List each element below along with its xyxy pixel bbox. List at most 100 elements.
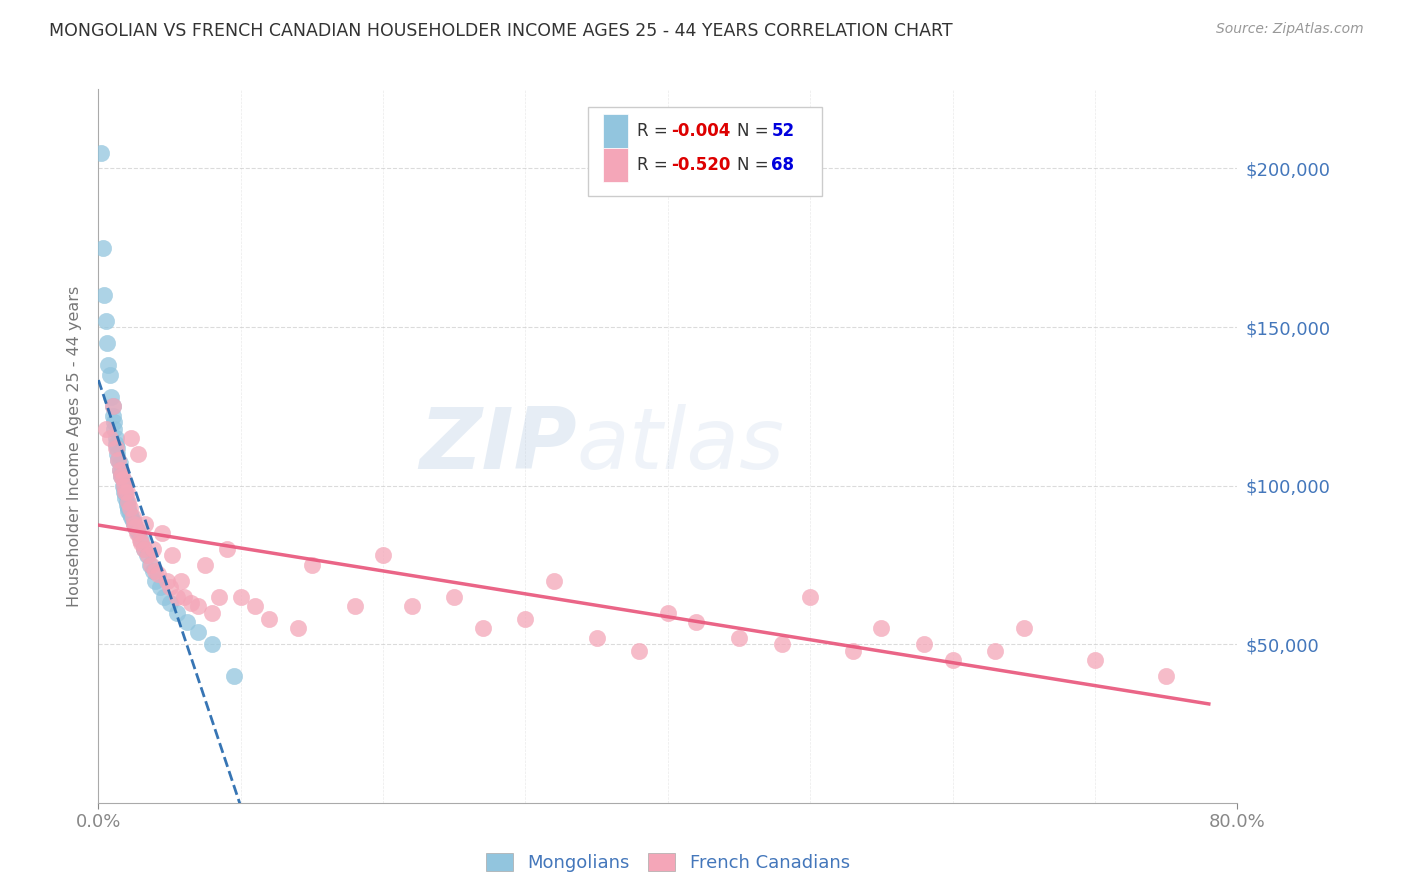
Point bbox=[108, 463, 131, 477]
Legend: Mongolians, French Canadians: Mongolians, French Canadians bbox=[486, 853, 849, 872]
Point bbox=[287, 621, 309, 635]
Point bbox=[159, 580, 181, 594]
Point bbox=[145, 574, 167, 588]
Point bbox=[125, 523, 148, 537]
Point bbox=[104, 437, 127, 451]
Point bbox=[208, 590, 231, 604]
Point bbox=[152, 526, 174, 541]
Point bbox=[112, 478, 135, 492]
Point bbox=[180, 596, 202, 610]
Point bbox=[229, 590, 252, 604]
Point bbox=[97, 358, 120, 372]
Point bbox=[96, 335, 118, 350]
Point bbox=[129, 535, 152, 549]
Point bbox=[112, 478, 135, 492]
Point bbox=[984, 643, 1007, 657]
Point bbox=[107, 453, 129, 467]
Point bbox=[124, 520, 146, 534]
Point bbox=[104, 431, 127, 445]
Point bbox=[166, 606, 188, 620]
Point bbox=[842, 643, 865, 657]
Point bbox=[728, 631, 751, 645]
Point bbox=[110, 469, 132, 483]
Point bbox=[153, 590, 176, 604]
Point bbox=[118, 507, 141, 521]
Point bbox=[799, 590, 821, 604]
Point bbox=[91, 241, 114, 255]
Point bbox=[101, 400, 124, 414]
Text: R =: R = bbox=[637, 156, 673, 174]
Point bbox=[127, 447, 149, 461]
Point bbox=[121, 514, 143, 528]
Point bbox=[124, 520, 146, 534]
Point bbox=[112, 485, 135, 500]
Point bbox=[141, 564, 163, 578]
Point bbox=[111, 478, 134, 492]
Point bbox=[139, 558, 162, 572]
Point bbox=[373, 549, 395, 563]
Point bbox=[114, 485, 136, 500]
Text: N =: N = bbox=[737, 122, 775, 140]
Point bbox=[543, 574, 565, 588]
Point bbox=[98, 431, 121, 445]
Point bbox=[187, 624, 209, 639]
Point bbox=[107, 453, 129, 467]
Point bbox=[105, 441, 128, 455]
Point bbox=[215, 542, 238, 557]
Point bbox=[120, 431, 142, 445]
Point bbox=[515, 612, 537, 626]
Point bbox=[471, 621, 494, 635]
Text: 52: 52 bbox=[772, 122, 794, 140]
Point bbox=[159, 596, 181, 610]
Point bbox=[243, 599, 266, 614]
Point bbox=[114, 485, 136, 500]
Point bbox=[117, 500, 139, 515]
Point bbox=[93, 288, 115, 302]
Point bbox=[194, 558, 217, 572]
Point bbox=[942, 653, 965, 667]
Point bbox=[118, 500, 141, 515]
Point bbox=[149, 580, 172, 594]
Point bbox=[132, 542, 155, 557]
Text: N =: N = bbox=[737, 156, 775, 174]
Text: MONGOLIAN VS FRENCH CANADIAN HOUSEHOLDER INCOME AGES 25 - 44 YEARS CORRELATION C: MONGOLIAN VS FRENCH CANADIAN HOUSEHOLDER… bbox=[49, 22, 953, 40]
Point bbox=[138, 558, 160, 572]
Point bbox=[103, 421, 125, 435]
Point bbox=[120, 510, 142, 524]
Point bbox=[128, 533, 150, 547]
Point bbox=[115, 494, 138, 508]
Text: -0.520: -0.520 bbox=[671, 156, 731, 174]
Point bbox=[111, 472, 134, 486]
Point bbox=[259, 612, 281, 626]
Text: ZIP: ZIP bbox=[419, 404, 576, 488]
Point bbox=[770, 637, 793, 651]
FancyBboxPatch shape bbox=[603, 148, 628, 182]
Point bbox=[100, 390, 122, 404]
Point bbox=[129, 533, 152, 547]
Point bbox=[98, 368, 121, 382]
Point bbox=[127, 526, 149, 541]
Point bbox=[132, 542, 155, 557]
Point bbox=[201, 637, 224, 651]
Point bbox=[114, 491, 136, 506]
Point bbox=[145, 564, 167, 578]
Point bbox=[122, 516, 145, 531]
Point bbox=[135, 549, 157, 563]
Point bbox=[443, 590, 465, 604]
Point bbox=[105, 447, 128, 461]
Point bbox=[110, 469, 132, 483]
Point bbox=[103, 415, 125, 429]
Text: R =: R = bbox=[637, 122, 673, 140]
Point bbox=[94, 314, 117, 328]
Point bbox=[870, 621, 893, 635]
Point bbox=[176, 615, 198, 629]
Point bbox=[156, 574, 179, 588]
Point bbox=[162, 549, 184, 563]
Point bbox=[170, 574, 193, 588]
Point bbox=[94, 421, 117, 435]
Point bbox=[301, 558, 323, 572]
Point bbox=[117, 504, 139, 518]
Point bbox=[125, 526, 148, 541]
Y-axis label: Householder Income Ages 25 - 44 years: Householder Income Ages 25 - 44 years bbox=[67, 285, 83, 607]
Point bbox=[111, 472, 134, 486]
